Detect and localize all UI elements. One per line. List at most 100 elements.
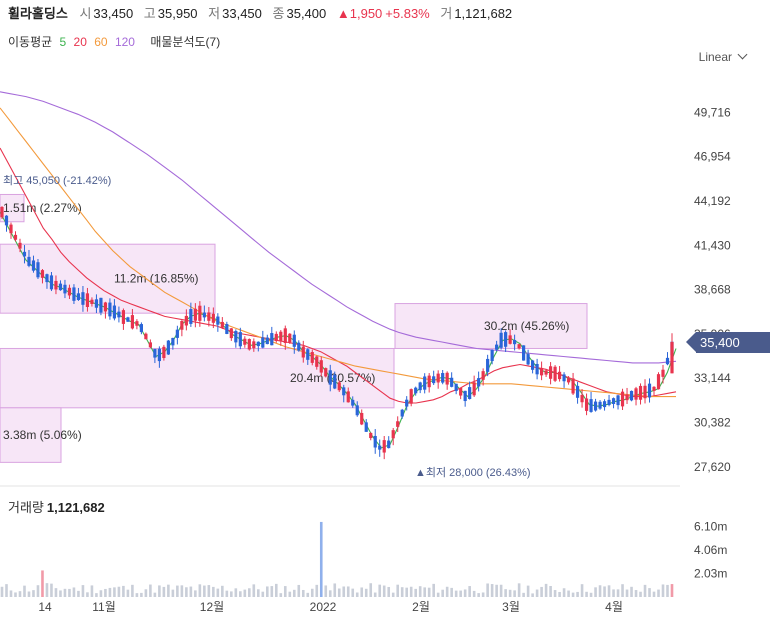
candle-body — [81, 292, 85, 305]
volume-bar — [324, 585, 328, 597]
ma60-line — [0, 107, 676, 398]
volume-bar — [459, 590, 462, 597]
candle-body — [328, 370, 332, 385]
volume-bar — [274, 583, 278, 597]
volume-value: 1,121,682 — [454, 6, 513, 21]
volume-bar — [616, 589, 620, 597]
candle-body — [144, 333, 148, 340]
candle-body — [130, 315, 135, 329]
volume-bar — [373, 592, 377, 597]
candle-body — [616, 395, 620, 406]
volume-bar — [522, 592, 525, 597]
candle-body — [243, 338, 247, 345]
candle-body — [157, 348, 161, 362]
candle-body — [391, 430, 395, 439]
volume-bar — [270, 586, 274, 597]
candle-body — [247, 339, 251, 350]
time-tick-label: 11월 — [92, 600, 116, 614]
candle-body — [202, 312, 206, 318]
time-tick-label: 2022 — [310, 600, 337, 614]
candle-body — [126, 317, 130, 322]
volume-bar — [337, 588, 341, 597]
volume-bar — [499, 584, 503, 597]
volume-bar — [517, 583, 521, 597]
volume-bar — [477, 593, 480, 597]
candle-body — [589, 399, 593, 412]
moving-average-legend[interactable]: 이동평균 5 20 60 120 매물분석도(7) — [8, 33, 224, 50]
volume-bar — [288, 591, 292, 597]
candle-body — [373, 435, 377, 448]
volume-bar — [18, 591, 22, 597]
candle-body — [72, 287, 76, 301]
volume-bar — [589, 592, 593, 597]
volume-bar — [652, 591, 656, 597]
candle-body — [571, 378, 575, 394]
volume-bar — [95, 593, 98, 597]
volume-bar — [445, 586, 449, 597]
candle-body — [387, 440, 391, 449]
volume-bar — [225, 590, 229, 597]
candle-body — [486, 358, 490, 372]
candle-body — [117, 311, 121, 318]
volume-bar — [131, 584, 134, 597]
volume-bar — [0, 586, 4, 597]
candle-body — [468, 387, 472, 399]
time-tick-label: 12월 — [200, 600, 224, 614]
volume-bar — [167, 584, 170, 597]
candle-body — [171, 337, 175, 346]
volume-bar — [558, 591, 561, 597]
volume-bar — [621, 584, 624, 597]
volume-bar — [221, 585, 224, 597]
volume-bar — [468, 586, 471, 597]
volume-bar — [625, 589, 629, 597]
candle-body — [148, 342, 152, 348]
candle-body — [531, 360, 535, 370]
volume-bar — [436, 592, 440, 597]
volume-bar — [54, 588, 58, 597]
volume-bar — [378, 584, 382, 597]
candle-body — [198, 305, 202, 321]
volume-bar — [14, 592, 17, 597]
volume-bar — [252, 584, 256, 597]
candle-body — [625, 394, 629, 401]
volume-profile-label: 3.38m (5.06%) — [3, 428, 82, 442]
candle-body — [4, 215, 9, 226]
candle-body — [436, 373, 440, 383]
candle-body — [369, 432, 373, 439]
volume-bar — [657, 589, 660, 597]
candle-body — [526, 354, 530, 365]
volume-bar — [266, 586, 269, 597]
candle-body — [175, 329, 179, 338]
candle-body — [584, 398, 589, 411]
volume-profile-label[interactable]: 매물분석도(7) — [150, 35, 221, 49]
volume-bar — [140, 592, 143, 597]
candle-body — [396, 421, 400, 427]
volume-bar — [68, 588, 71, 597]
volume-bar — [594, 587, 597, 597]
low-value: 33,450 — [222, 6, 262, 21]
candle-body — [135, 321, 139, 326]
open-label: 시 — [79, 6, 92, 21]
candle-body — [49, 275, 54, 290]
volume-bar — [292, 589, 296, 597]
volume-bar — [472, 590, 476, 597]
volume-bar — [27, 591, 31, 597]
close-label: 종 — [272, 6, 285, 21]
volume-tick-label: 2.03m — [694, 567, 727, 581]
scale-mode-dropdown[interactable]: Linear — [699, 49, 748, 64]
candle-body — [220, 321, 224, 328]
volume-bar — [144, 589, 148, 597]
candle-body — [409, 389, 413, 404]
candle-body — [517, 344, 521, 349]
volume-bar — [454, 590, 458, 597]
volume-bar — [333, 583, 337, 597]
candle-body — [427, 375, 431, 388]
candle-body — [238, 332, 242, 347]
candle-body — [481, 371, 485, 380]
volume-bar — [9, 590, 13, 597]
volume-profile: 1.51m (2.27%) 11.2m (16.85%) 30.2m (45.26%… — [0, 193, 588, 463]
volume-bar — [122, 585, 125, 597]
candle-body — [162, 346, 166, 359]
candle-body — [76, 293, 81, 300]
